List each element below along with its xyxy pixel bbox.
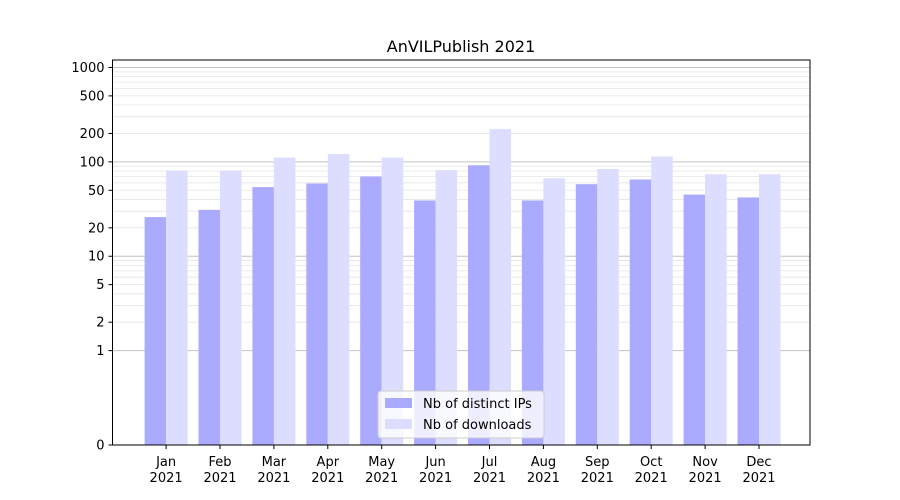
bar-distinct-ips bbox=[252, 187, 274, 446]
x-tick-label-year: 2021 bbox=[150, 471, 183, 486]
x-tick-label-year: 2021 bbox=[203, 471, 236, 486]
y-tick-label: 1000 bbox=[71, 61, 104, 76]
y-tick-label: 1 bbox=[96, 344, 104, 359]
x-tick-label-month: Sep bbox=[585, 455, 610, 470]
legend-swatch-downloads bbox=[385, 419, 412, 429]
bar-downloads bbox=[327, 154, 350, 446]
bar-downloads bbox=[273, 157, 296, 446]
bar-downloads bbox=[651, 156, 673, 445]
legend-swatch-distinct-ips bbox=[385, 398, 412, 408]
bar-distinct-ips bbox=[468, 165, 490, 445]
y-tick-label: 100 bbox=[80, 155, 105, 170]
legend-box bbox=[377, 390, 545, 439]
bar-distinct-ips bbox=[144, 217, 167, 445]
x-tick-label-month: Oct bbox=[640, 455, 662, 470]
x-tick-label-year: 2021 bbox=[419, 471, 452, 486]
legend-label-downloads: Nb of downloads bbox=[423, 418, 532, 433]
bar-downloads bbox=[435, 169, 458, 446]
bar-downloads bbox=[220, 170, 242, 445]
y-tick-label: 20 bbox=[88, 221, 105, 236]
x-tick-label-year: 2021 bbox=[257, 471, 290, 486]
x-tick-label-month: Jul bbox=[481, 455, 498, 470]
plot-frame bbox=[112, 59, 811, 446]
legend: Nb of distinct IPs Nb of downloads bbox=[377, 390, 545, 439]
x-tick-label-year: 2021 bbox=[581, 471, 614, 486]
bar-distinct-ips bbox=[575, 184, 598, 445]
bar-downloads bbox=[597, 169, 619, 445]
y-tick-label: 200 bbox=[80, 127, 105, 142]
y-tick-label: 0 bbox=[96, 439, 104, 454]
bar-distinct-ips bbox=[521, 200, 544, 445]
y-tick-label: 10 bbox=[88, 250, 105, 265]
x-tick-label-year: 2021 bbox=[527, 471, 560, 486]
bar-distinct-ips bbox=[683, 194, 706, 445]
x-tick-label-year: 2021 bbox=[742, 471, 775, 486]
x-tick-label-month: Aug bbox=[531, 455, 556, 470]
legend-label-distinct-ips: Nb of distinct IPs bbox=[423, 397, 532, 412]
chart-title: AnVILPublish 2021 bbox=[387, 37, 536, 56]
x-tick-label-year: 2021 bbox=[689, 471, 722, 486]
y-tick-label: 50 bbox=[88, 184, 105, 199]
x-tick-label-month: Apr bbox=[317, 455, 340, 470]
x-tick-label-month: Mar bbox=[262, 455, 287, 470]
x-tick-label-month: Nov bbox=[692, 455, 718, 470]
x-tick-label-year: 2021 bbox=[365, 471, 398, 486]
x-axis: Jan2021Feb2021Mar2021Apr2021May2021Jun20… bbox=[150, 445, 776, 486]
bars bbox=[144, 128, 781, 446]
x-tick-label-month: Feb bbox=[208, 455, 231, 470]
bar-distinct-ips bbox=[306, 183, 328, 446]
bar-distinct-ips bbox=[629, 179, 652, 445]
x-tick-label-year: 2021 bbox=[635, 471, 668, 486]
y-tick-label: 2 bbox=[96, 316, 104, 331]
bar-downloads bbox=[166, 170, 188, 445]
bar-distinct-ips bbox=[737, 197, 759, 445]
x-tick-label-year: 2021 bbox=[473, 471, 506, 486]
bar-distinct-ips bbox=[198, 209, 220, 445]
bar-downloads bbox=[489, 128, 511, 446]
x-tick-label-year: 2021 bbox=[311, 471, 344, 486]
x-tick-label-month: Dec bbox=[746, 455, 771, 470]
bar-downloads bbox=[381, 157, 404, 446]
x-tick-label-month: May bbox=[368, 455, 395, 470]
x-tick-label-month: Jan bbox=[155, 455, 176, 470]
y-tick-label: 5 bbox=[96, 278, 104, 293]
bar-downloads bbox=[543, 178, 565, 445]
y-tick-label: 500 bbox=[80, 89, 105, 104]
bar-downloads bbox=[705, 174, 727, 445]
x-tick-label-month: Jun bbox=[424, 455, 445, 470]
bar-distinct-ips bbox=[414, 200, 436, 445]
bar-distinct-ips bbox=[360, 176, 382, 445]
y-axis: 0 1 2 5 10 20 50 100 200 500 1000 bbox=[71, 61, 113, 454]
bar-downloads bbox=[759, 174, 781, 445]
